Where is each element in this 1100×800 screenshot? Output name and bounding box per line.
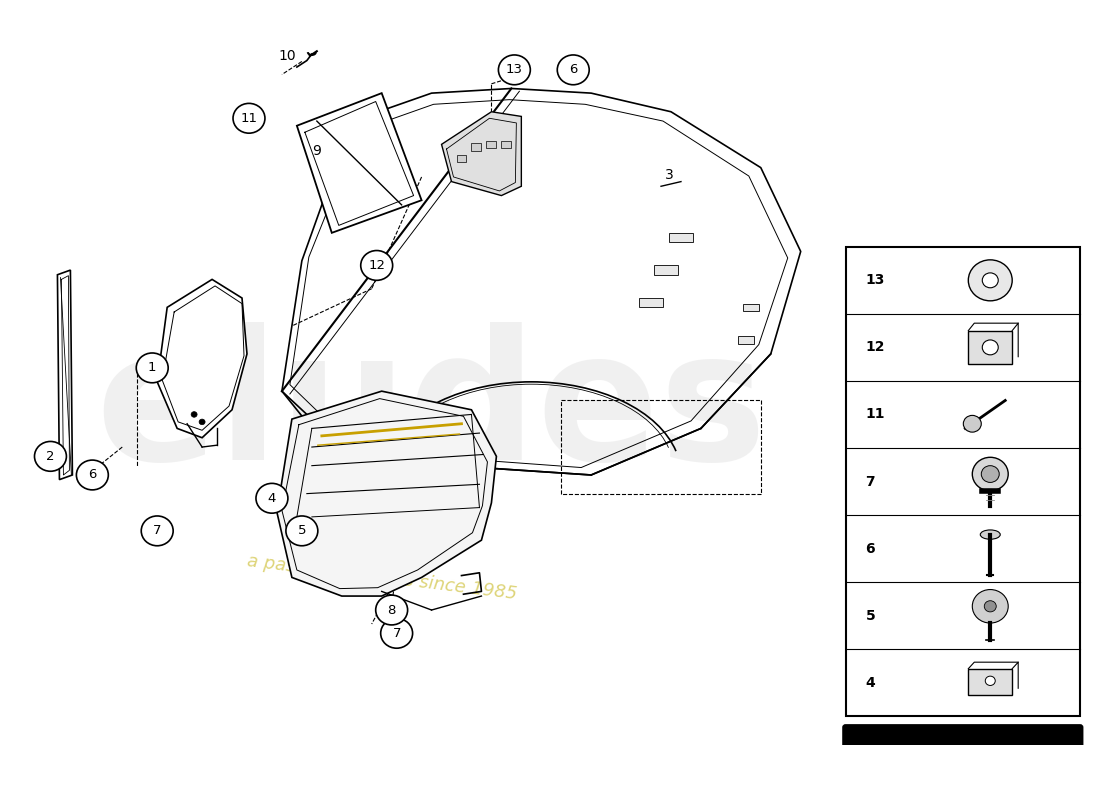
Circle shape — [136, 353, 168, 382]
Circle shape — [381, 618, 412, 648]
Polygon shape — [157, 279, 248, 438]
Polygon shape — [923, 775, 958, 788]
Circle shape — [361, 250, 393, 280]
Circle shape — [34, 442, 66, 471]
Text: eludes: eludes — [96, 322, 768, 498]
Polygon shape — [971, 760, 988, 793]
Circle shape — [141, 516, 173, 546]
Text: 11: 11 — [241, 112, 257, 125]
Circle shape — [968, 260, 1012, 301]
Text: 1: 1 — [148, 362, 156, 374]
Polygon shape — [57, 270, 73, 480]
Bar — [456, 154, 466, 162]
Polygon shape — [297, 93, 421, 233]
Text: 2: 2 — [46, 450, 55, 463]
Circle shape — [982, 273, 998, 288]
Circle shape — [256, 483, 288, 513]
Polygon shape — [925, 760, 988, 774]
Text: 13: 13 — [866, 274, 884, 287]
Bar — [654, 266, 678, 274]
Text: 13: 13 — [506, 63, 522, 76]
Text: 4: 4 — [267, 492, 276, 505]
Text: 6: 6 — [569, 63, 578, 76]
Circle shape — [982, 340, 998, 355]
Polygon shape — [277, 391, 496, 596]
Circle shape — [199, 419, 205, 425]
Bar — [502, 141, 512, 148]
FancyBboxPatch shape — [968, 330, 1012, 364]
Text: 10: 10 — [278, 49, 296, 63]
Text: 3: 3 — [664, 168, 673, 182]
Text: a passion for parts since 1985: a passion for parts since 1985 — [245, 552, 518, 603]
FancyBboxPatch shape — [844, 726, 1082, 800]
Bar — [639, 298, 663, 307]
Circle shape — [376, 595, 408, 625]
Text: 7: 7 — [393, 627, 400, 640]
Circle shape — [972, 590, 1009, 623]
Text: 12: 12 — [368, 259, 385, 272]
Text: 7: 7 — [153, 524, 162, 538]
Bar — [669, 233, 693, 242]
Circle shape — [972, 458, 1009, 491]
Bar — [738, 336, 754, 344]
Circle shape — [286, 516, 318, 546]
Text: 5: 5 — [298, 524, 306, 538]
Text: 5: 5 — [866, 609, 876, 622]
Circle shape — [984, 601, 997, 612]
Text: 12: 12 — [866, 340, 886, 354]
Text: 7: 7 — [866, 474, 876, 489]
Bar — [742, 304, 759, 311]
Circle shape — [964, 415, 981, 432]
Bar — [486, 141, 496, 148]
Circle shape — [191, 412, 197, 418]
Circle shape — [76, 460, 108, 490]
Text: 6: 6 — [866, 542, 876, 555]
Text: 11: 11 — [866, 407, 886, 422]
Polygon shape — [441, 112, 521, 195]
Circle shape — [498, 55, 530, 85]
Text: 9: 9 — [312, 144, 321, 158]
FancyBboxPatch shape — [968, 669, 1012, 694]
Ellipse shape — [980, 530, 1000, 539]
Text: 6: 6 — [88, 469, 97, 482]
Text: 8: 8 — [387, 603, 396, 617]
Text: 4: 4 — [866, 676, 876, 690]
Circle shape — [558, 55, 590, 85]
Circle shape — [233, 103, 265, 133]
Bar — [472, 143, 482, 151]
Polygon shape — [925, 774, 971, 793]
Circle shape — [986, 676, 996, 686]
Circle shape — [981, 466, 999, 482]
Bar — [846, 247, 1080, 716]
Text: 815 02: 815 02 — [925, 790, 1000, 800]
